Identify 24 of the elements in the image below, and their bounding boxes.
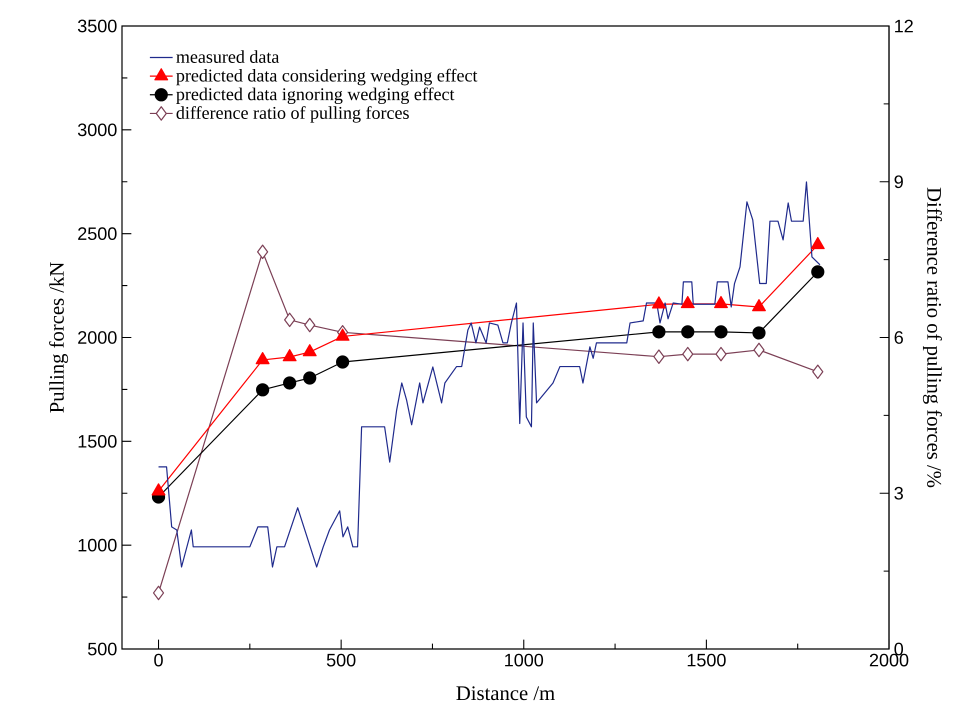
y2-tick-label: 3 — [894, 486, 903, 500]
legend-label: predicted data ignoring wedging effect — [176, 87, 454, 104]
y-tick-label: 3000 — [78, 123, 117, 136]
y2-tick-label: 9 — [894, 175, 903, 188]
y-tick-label: 1000 — [78, 538, 117, 552]
x-tick-label: 1000 — [505, 654, 544, 666]
x-tick-label: 0 — [154, 654, 163, 666]
legend-label: difference ratio of pulling forces — [176, 106, 409, 123]
y-tick-label: 2500 — [78, 227, 117, 240]
y-tick-label: 1500 — [78, 434, 117, 448]
y-tick-label: 2000 — [78, 331, 117, 344]
y2-tick-label: 0 — [894, 642, 904, 656]
x-tick-label: 500 — [326, 654, 356, 666]
y-tick-label: 3500 — [78, 20, 117, 32]
x-axis-title: Distance /m — [456, 686, 555, 700]
x-tick-label: 2000 — [870, 654, 908, 666]
y-axis-title: Pulling forces /kN — [49, 262, 68, 413]
y-tick-label: 500 — [88, 642, 117, 656]
x-tick-label: 1500 — [688, 654, 726, 666]
y2-tick-label: 12 — [895, 20, 913, 32]
y2-axis-title: Difference ratio of pulling forces /% — [922, 188, 942, 488]
legend-label: measured data — [176, 50, 280, 63]
legend-label: predicted data considering wedging effect — [176, 68, 478, 86]
y2-tick-label: 6 — [894, 331, 903, 344]
